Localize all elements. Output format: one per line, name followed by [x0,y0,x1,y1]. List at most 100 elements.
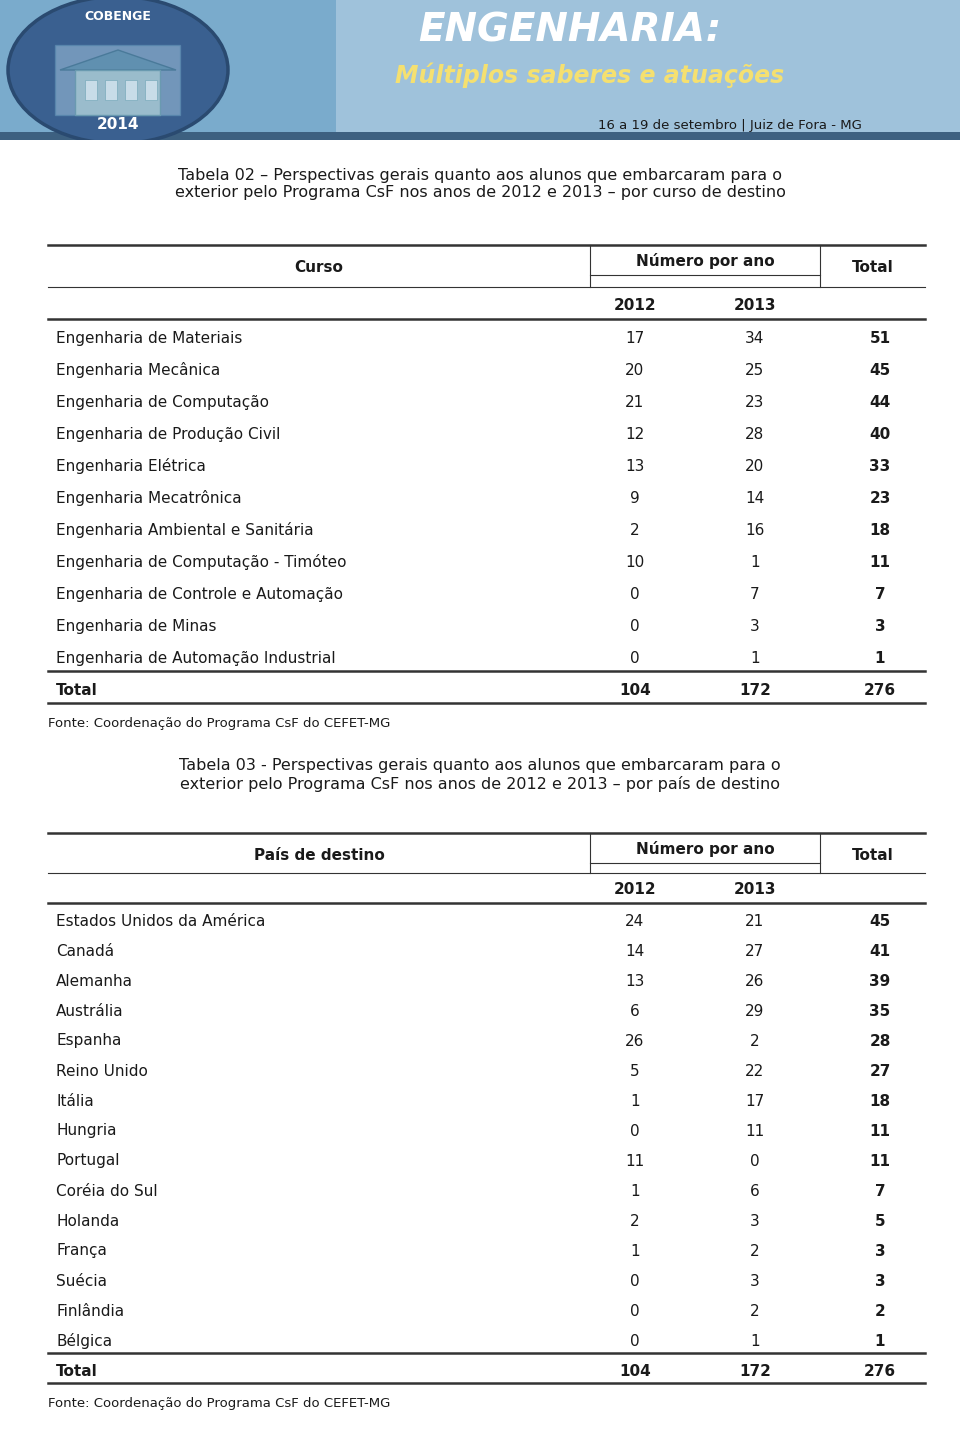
Text: França: França [56,1244,107,1259]
Text: 2014: 2014 [97,116,139,132]
Bar [336,0,960,140]
Text: 3: 3 [875,618,885,634]
Text: 45: 45 [870,362,891,378]
Text: 24: 24 [625,914,644,928]
Text: Espanha: Espanha [56,1033,121,1049]
Text: 104: 104 [619,682,651,698]
Text: 27: 27 [870,1064,891,1078]
Text: 1: 1 [875,650,885,666]
Text: 11: 11 [870,1154,891,1168]
Text: 23: 23 [745,394,765,410]
Text: 104: 104 [619,1363,651,1378]
Text: Alemanha: Alemanha [56,973,133,988]
Text: 2: 2 [750,1304,759,1318]
Text: Holanda: Holanda [56,1213,119,1228]
Text: Total: Total [56,682,98,698]
Text: 26: 26 [625,1033,645,1049]
Text: Engenharia Ambiental e Sanitária: Engenharia Ambiental e Sanitária [56,522,314,538]
Text: 1: 1 [875,1333,885,1349]
Text: Finlândia: Finlândia [56,1304,124,1318]
Bar [105,80,117,100]
Text: 5: 5 [875,1213,885,1228]
Text: Engenharia Elétrica: Engenharia Elétrica [56,458,205,474]
Bar [125,80,137,100]
Text: 11: 11 [870,554,891,570]
Text: 29: 29 [745,1004,765,1018]
Text: 13: 13 [625,458,645,474]
Text: COBENGE: COBENGE [84,10,152,23]
Text: 5: 5 [630,1064,639,1078]
Text: Engenharia Mecânica: Engenharia Mecânica [56,362,220,378]
Text: 0: 0 [750,1154,759,1168]
Text: 2013: 2013 [733,297,777,313]
Text: Fonte: Coordenação do Programa CsF do CEFET-MG: Fonte: Coordenação do Programa CsF do CE… [48,1397,391,1410]
Text: 21: 21 [625,394,644,410]
Text: 276: 276 [864,682,896,698]
Text: 9: 9 [630,490,640,506]
Text: 3: 3 [750,618,760,634]
Bar [55,45,180,115]
Text: 3: 3 [750,1273,760,1289]
Text: 7: 7 [875,586,885,602]
Text: Engenharia de Minas: Engenharia de Minas [56,618,217,634]
Text: Fonte: Coordenação do Programa CsF do CEFET-MG: Fonte: Coordenação do Programa CsF do CE… [48,716,391,729]
Text: 2012: 2012 [613,297,657,313]
Text: Canadá: Canadá [56,943,114,959]
Text: 276: 276 [864,1363,896,1378]
Text: 25: 25 [745,362,764,378]
Text: 35: 35 [870,1004,891,1018]
Text: Curso: Curso [295,259,344,275]
Text: Engenharia de Controle e Automação: Engenharia de Controle e Automação [56,586,343,602]
Text: Engenharia de Produção Civil: Engenharia de Produção Civil [56,426,280,442]
Text: 18: 18 [870,522,891,538]
Text: 2: 2 [630,522,639,538]
Text: 17: 17 [625,330,644,346]
Text: Austrália: Austrália [56,1004,124,1018]
Text: 10: 10 [625,554,644,570]
Text: 2: 2 [875,1304,885,1318]
Text: Reino Unido: Reino Unido [56,1064,148,1078]
Text: 1: 1 [630,1183,639,1199]
Text: 27: 27 [745,943,764,959]
Text: 16 a 19 de setembro | Juiz de Fora - MG: 16 a 19 de setembro | Juiz de Fora - MG [598,119,862,132]
Text: 1: 1 [630,1094,639,1109]
Text: 18: 18 [870,1094,891,1109]
Text: 2: 2 [750,1033,759,1049]
Text: 17: 17 [745,1094,764,1109]
Text: 7: 7 [875,1183,885,1199]
Text: 0: 0 [630,1273,639,1289]
Text: 0: 0 [630,586,639,602]
Text: 1: 1 [630,1244,639,1259]
Text: 11: 11 [625,1154,644,1168]
Text: 172: 172 [739,682,771,698]
Text: Engenharia de Materiais: Engenharia de Materiais [56,330,242,346]
Text: Estados Unidos da América: Estados Unidos da América [56,914,265,928]
Text: 39: 39 [870,973,891,988]
Text: 21: 21 [745,914,764,928]
Text: 6: 6 [750,1183,760,1199]
Text: 41: 41 [870,943,891,959]
Text: 3: 3 [875,1273,885,1289]
Text: Número por ano: Número por ano [636,253,775,269]
Text: 0: 0 [630,650,639,666]
Text: Número por ano: Número por ano [636,841,775,857]
Text: Total: Total [852,847,894,863]
Text: Total: Total [56,1363,98,1378]
Text: Tabela 02 – Perspectivas gerais quanto aos alunos que embarcaram para o
exterior: Tabela 02 – Perspectivas gerais quanto a… [175,167,785,201]
Text: Suécia: Suécia [56,1273,107,1289]
Text: 51: 51 [870,330,891,346]
Text: Múltiplos saberes e atuações: Múltiplos saberes e atuações [396,63,784,87]
Text: Coréia do Sul: Coréia do Sul [56,1183,157,1199]
Polygon shape [60,49,176,70]
Text: 11: 11 [745,1123,764,1138]
Text: 0: 0 [630,1123,639,1138]
Text: 26: 26 [745,973,765,988]
Text: Engenharia de Computação: Engenharia de Computação [56,394,269,410]
Text: 2012: 2012 [613,882,657,896]
Text: 14: 14 [745,490,764,506]
Text: Engenharia de Computação - Timóteo: Engenharia de Computação - Timóteo [56,554,347,570]
Text: 23: 23 [870,490,891,506]
Text: 16: 16 [745,522,765,538]
Ellipse shape [8,0,228,144]
Bar [85,80,97,100]
